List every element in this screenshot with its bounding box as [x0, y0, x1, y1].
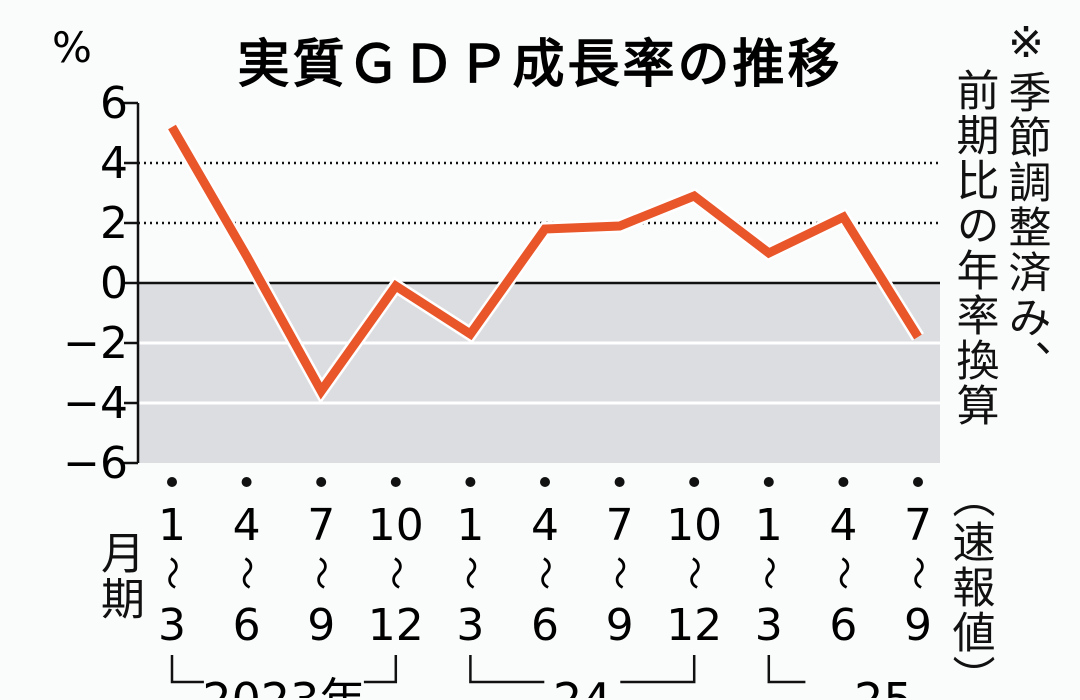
y-tick-label: −2: [63, 318, 128, 369]
x-label-end-month: 3: [755, 600, 783, 651]
x-label-start-month: 7: [307, 500, 335, 551]
x-label-tilde: ～: [748, 556, 788, 590]
x-label-tilde: ～: [822, 556, 862, 590]
year-bracket-right: [620, 655, 694, 682]
x-tick-dot: [391, 477, 401, 487]
year-bracket-left: [769, 655, 806, 682]
year-bracket-left: [470, 655, 544, 682]
note-column-1: ※季節調整済み、: [1000, 18, 1052, 385]
x-label-start-month: 10: [666, 500, 722, 551]
negative-area: [138, 283, 940, 463]
y-tick-label: 0: [100, 258, 128, 309]
x-label-end-month: 3: [456, 600, 484, 651]
plot-area: [138, 163, 940, 463]
x-label-start-month: 4: [531, 500, 559, 551]
x-label-end-month: 9: [606, 600, 634, 651]
year-bracket-right: [364, 655, 396, 682]
x-label-tilde: ～: [226, 556, 266, 590]
year-label: 25: [854, 673, 913, 698]
chart-title: 実質ＧＤＰ成長率の推移: [237, 35, 842, 95]
x-tick-dot: [316, 477, 326, 487]
x-label-tilde: ～: [673, 556, 713, 590]
x-label-end-month: 3: [158, 600, 186, 651]
year-bracket-left: [172, 655, 204, 682]
x-axis: 1～34～67～910～121～34～67～910～121～34～67～9202…: [151, 477, 937, 698]
x-label-tilde: ～: [599, 556, 639, 590]
y-tick-label: 6: [100, 78, 128, 129]
y-tick-label: −6: [63, 438, 128, 489]
x-label-tilde: ～: [897, 556, 937, 590]
y-axis-unit: %: [52, 23, 92, 72]
x-label-tilde: ～: [300, 556, 340, 590]
x-label-start-month: 1: [755, 500, 783, 551]
x-label-start-month: 4: [829, 500, 857, 551]
x-label-start-month: 1: [456, 500, 484, 551]
x-label-end-month: 6: [233, 600, 261, 651]
x-tick-dot: [764, 477, 774, 487]
x-label-tilde: ～: [449, 556, 489, 590]
x-tick-dot: [167, 477, 177, 487]
x-label-end-month: 9: [307, 600, 335, 651]
y-axis: 6 4 2 0 −2 −4 −6: [63, 78, 138, 489]
x-label-end-month: 12: [666, 600, 722, 651]
x-label-tilde: ～: [375, 556, 415, 590]
x-label-end-month: 6: [531, 600, 559, 651]
x-label-start-month: 4: [233, 500, 261, 551]
x-tick-dot: [242, 477, 252, 487]
period-label: 月期: [92, 530, 144, 622]
x-label-end-month: 12: [368, 600, 424, 651]
x-label-tilde: ～: [524, 556, 564, 590]
y-tick-label: 2: [100, 198, 128, 249]
x-tick-dot: [615, 477, 625, 487]
x-tick-dot: [465, 477, 475, 487]
x-label-end-month: 6: [829, 600, 857, 651]
x-label-start-month: 10: [368, 500, 424, 551]
x-tick-dot: [689, 477, 699, 487]
x-label-start-month: 1: [158, 500, 186, 551]
note-column-2: 前期比の年率換算: [948, 68, 1000, 428]
x-label-start-month: 7: [904, 500, 932, 551]
x-tick-dot: [540, 477, 550, 487]
x-label-end-month: 9: [904, 600, 932, 651]
preliminary-label: （速報値）: [944, 475, 996, 698]
year-label: 2023年: [202, 673, 365, 698]
x-label-tilde: ～: [151, 556, 191, 590]
x-tick-dot: [838, 477, 848, 487]
x-tick-dot: [913, 477, 923, 487]
y-tick-label: 4: [100, 138, 128, 189]
y-tick-label: −4: [63, 378, 128, 429]
year-label: 24: [553, 673, 612, 698]
x-label-start-month: 7: [606, 500, 634, 551]
